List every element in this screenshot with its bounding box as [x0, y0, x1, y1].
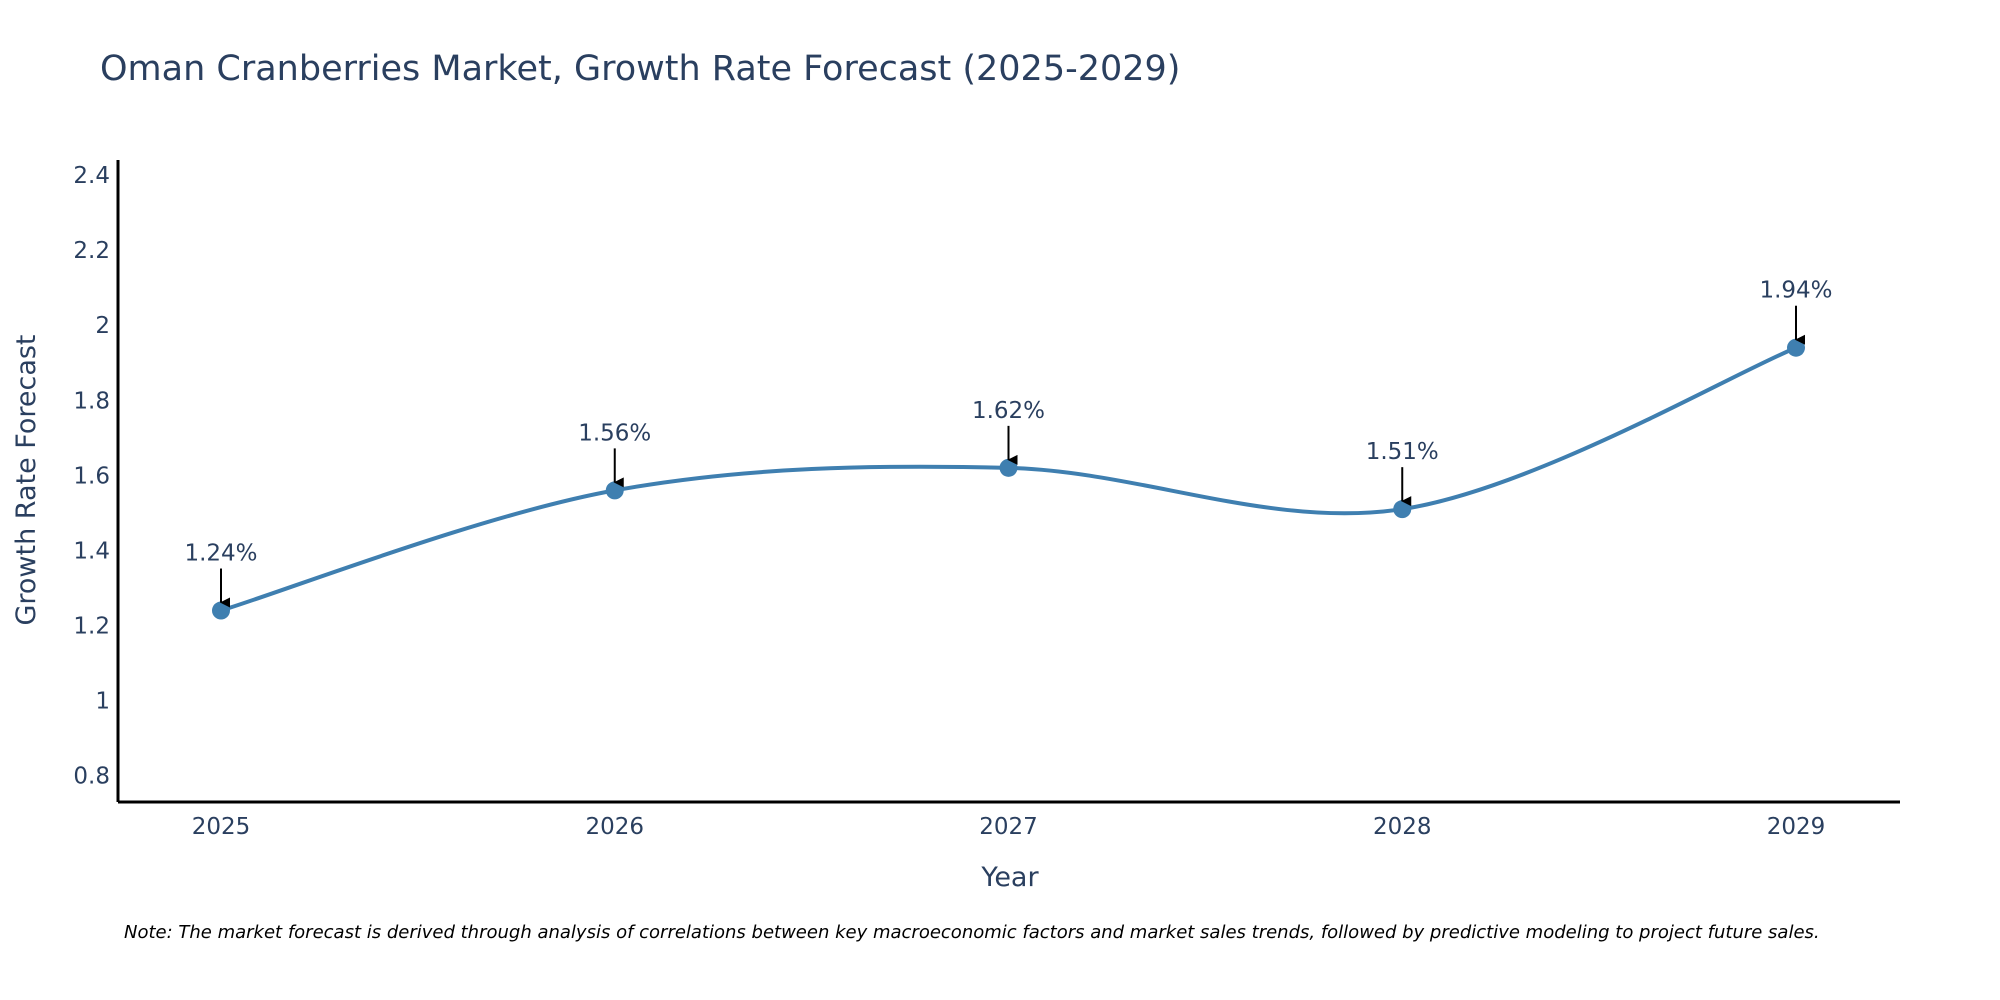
data-label-annotations: 1.24% 1.56% 1.62% 1.51% 1.94%: [184, 278, 1833, 608]
x-axis-ticks: 2025 2026 2027 2028 2029: [192, 814, 1826, 840]
x-tick-label: 2026: [585, 814, 644, 840]
y-tick-label: 2.2: [73, 238, 110, 264]
data-point-2027: [999, 458, 1018, 477]
data-label-2027: 1.62%: [972, 398, 1045, 424]
data-label-2029: 1.94%: [1759, 278, 1832, 304]
x-tick-label: 2029: [1767, 814, 1826, 840]
data-label-2026: 1.56%: [578, 420, 651, 446]
series-line-growth-rate: [220, 345, 1797, 613]
x-tick-label: 2028: [1373, 814, 1432, 840]
data-point-2028: [1393, 500, 1412, 519]
y-tick-label: 1.8: [73, 388, 110, 414]
series-markers: [212, 338, 1805, 620]
y-tick-label: 0.8: [73, 764, 110, 790]
chart-title: Oman Cranberries Market, Growth Rate For…: [100, 49, 1180, 89]
y-tick-label: 1.6: [73, 463, 110, 489]
x-tick-label: 2027: [979, 814, 1038, 840]
data-label-2025: 1.24%: [184, 541, 257, 567]
footnote: Note: The market forecast is derived thr…: [124, 922, 1820, 943]
y-tick-label: 2: [95, 313, 110, 339]
y-tick-label: 2.4: [73, 163, 110, 189]
data-label-2028: 1.51%: [1366, 439, 1439, 465]
y-tick-label: 1.2: [73, 614, 110, 640]
y-tick-label: 1.4: [73, 538, 110, 564]
y-tick-label: 1: [95, 689, 110, 715]
y-axis-title: Growth Rate Forecast: [11, 334, 42, 625]
data-point-2026: [605, 481, 624, 500]
x-axis-title: Year: [980, 862, 1039, 893]
x-tick-label: 2025: [192, 814, 251, 840]
data-point-2025: [212, 601, 230, 620]
data-point-2029: [1787, 338, 1805, 357]
y-axis-ticks: 0.8 1 1.2 1.4 1.6 1.8 2 2.2 2.4: [73, 163, 110, 790]
